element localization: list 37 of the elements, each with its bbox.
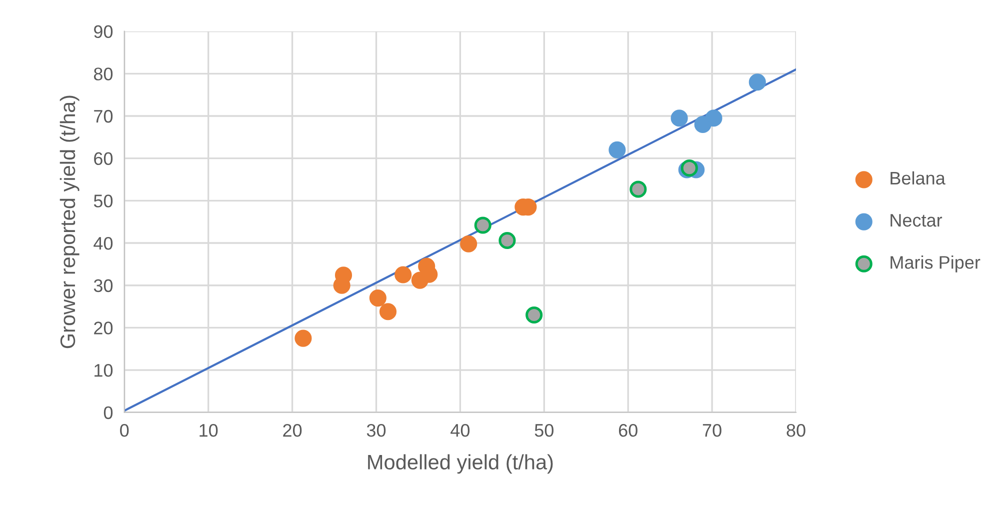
y-tick-label: 0 — [104, 406, 113, 420]
y-tick-label: 80 — [94, 68, 113, 80]
x-tick-label: 10 — [200, 424, 218, 437]
point — [630, 180, 647, 198]
x-tick-label: 60 — [618, 424, 638, 437]
point — [608, 141, 626, 158]
legend-label: Belana — [890, 171, 946, 185]
x-axis-title: Modelled yield (t/ha) — [368, 454, 553, 474]
y-tick-label: 60 — [94, 152, 113, 166]
legend-label: Maris Piper — [890, 256, 980, 272]
y-tick-label: 10 — [94, 364, 113, 377]
point — [394, 266, 412, 284]
point — [748, 74, 766, 91]
point — [369, 290, 386, 307]
x-tick-label: 50 — [534, 424, 554, 437]
y-tick-label: 40 — [94, 236, 113, 250]
x-tick-label: 30 — [366, 424, 386, 437]
legend-label: Nectar — [890, 214, 942, 227]
point — [705, 110, 722, 127]
point — [294, 330, 312, 347]
y-tick-label: 70 — [94, 110, 113, 123]
point — [379, 303, 397, 320]
point — [670, 110, 688, 127]
x-tick-label: 80 — [786, 424, 806, 437]
y-axis-title: Grower reported yield (t/ha) — [60, 96, 80, 348]
x-tick-label: 70 — [702, 424, 722, 437]
point — [460, 235, 478, 252]
point — [498, 232, 516, 250]
x-tick-label: 40 — [450, 424, 470, 437]
y-tick-label: 90 — [94, 25, 113, 38]
y-tick-label: 50 — [94, 194, 113, 208]
x-tick-label: 20 — [283, 424, 302, 437]
y-tick-label: 20 — [94, 322, 113, 334]
point — [526, 306, 543, 324]
point — [474, 216, 492, 234]
y-tick-label: 30 — [94, 279, 113, 292]
x-tick-label: 0 — [120, 424, 129, 437]
